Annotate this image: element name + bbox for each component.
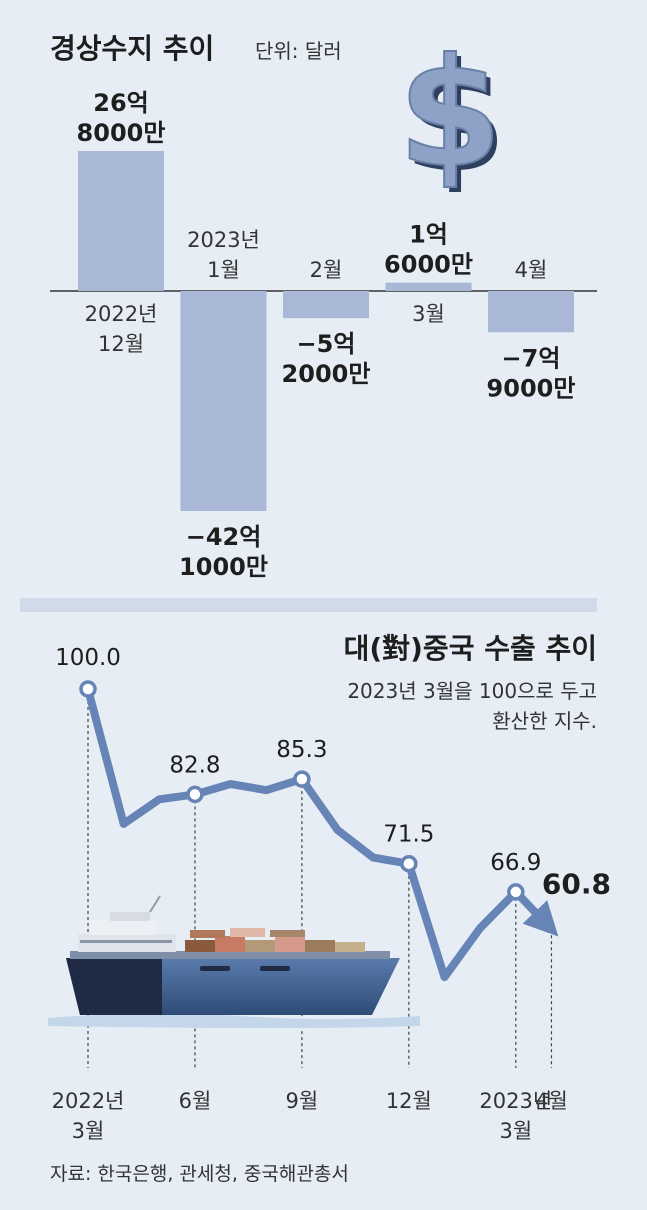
chart1-unit: 단위: 달러 — [255, 39, 342, 63]
bar-value-label: 9000만 — [487, 374, 576, 402]
chart2-point-labels: 100.0 82.8 85.3 71.5 66.960.8 — [55, 645, 611, 900]
bar-category-label: 4월 — [515, 258, 548, 282]
section-divider — [20, 598, 597, 612]
x-tick-label: 3월 — [499, 1119, 532, 1143]
dollar-sign-icon: $ $ — [397, 26, 507, 206]
x-tick-label: 4월 — [535, 1089, 568, 1113]
bar-value-label: −42억 — [186, 523, 262, 551]
bar-0 — [78, 150, 164, 291]
bar-value-label: −7억 — [502, 344, 561, 372]
bar-4 — [488, 291, 574, 333]
bar-category-label: 2022년 — [85, 302, 158, 326]
bar-1 — [180, 291, 267, 511]
data-point-marker — [293, 770, 311, 788]
chart2-note-line1: 2023년 3월을 100으로 두고 — [347, 679, 597, 703]
bar-category-label: 12월 — [98, 332, 144, 356]
export-line-arrowhead — [522, 900, 559, 937]
data-point-marker — [400, 854, 418, 873]
bar-category-label: 3월 — [412, 302, 445, 326]
chart1-title: 경상수지 추이 — [50, 32, 214, 65]
x-tick-label: 12월 — [386, 1089, 432, 1113]
export-index-line — [84, 685, 539, 982]
chart2-markers — [79, 680, 525, 901]
bar-value-label: 26억 — [93, 89, 148, 117]
x-tick-label: 2023년 — [479, 1089, 552, 1113]
data-point-marker — [186, 785, 204, 804]
source-credit: 자료: 한국은행, 관세청, 중국해관총서 — [50, 1163, 349, 1185]
point-value-label: 71.5 — [383, 822, 434, 848]
x-tick-label: 6월 — [179, 1089, 212, 1113]
data-point-marker — [507, 883, 525, 901]
bar-value-label: 6000만 — [384, 251, 473, 279]
svg-text:$: $ — [403, 32, 507, 206]
point-value-label: 82.8 — [169, 752, 220, 778]
point-value-label: 66.9 — [490, 850, 541, 876]
bar-value-label: 2000만 — [282, 360, 371, 388]
svg-text:$: $ — [398, 27, 502, 201]
bar-value-label: −5억 — [297, 330, 356, 358]
point-value-label: 85.3 — [276, 737, 327, 763]
bar-value-label: 1억 — [409, 221, 448, 249]
data-point-marker — [79, 680, 97, 698]
bar-category-label: 2023년 — [187, 228, 260, 252]
x-tick-label: 3월 — [72, 1119, 105, 1143]
x-tick-label: 9월 — [286, 1089, 319, 1113]
x-tick-label: 2022년 — [52, 1089, 125, 1113]
bar-category-label: 1월 — [207, 258, 240, 282]
container-ship-illustration — [48, 895, 420, 1028]
bar-2 — [283, 291, 369, 319]
bar-value-label: 1000만 — [179, 553, 268, 581]
bar-category-label: 2월 — [310, 258, 343, 282]
chart2-note-line2: 환산한 지수. — [492, 709, 597, 733]
chart2-title: 대(對)중국 수출 추이 — [344, 632, 597, 665]
bar-value-label: 8000만 — [77, 119, 166, 147]
chart1-bars — [78, 150, 574, 511]
point-value-label: 100.0 — [55, 645, 121, 671]
china-export-chart: 대(對)중국 수출 추이 2023년 3월을 100으로 두고 환산한 지수. — [48, 632, 611, 1143]
point-value-label: 60.8 — [542, 867, 611, 900]
bar-3 — [385, 282, 472, 291]
